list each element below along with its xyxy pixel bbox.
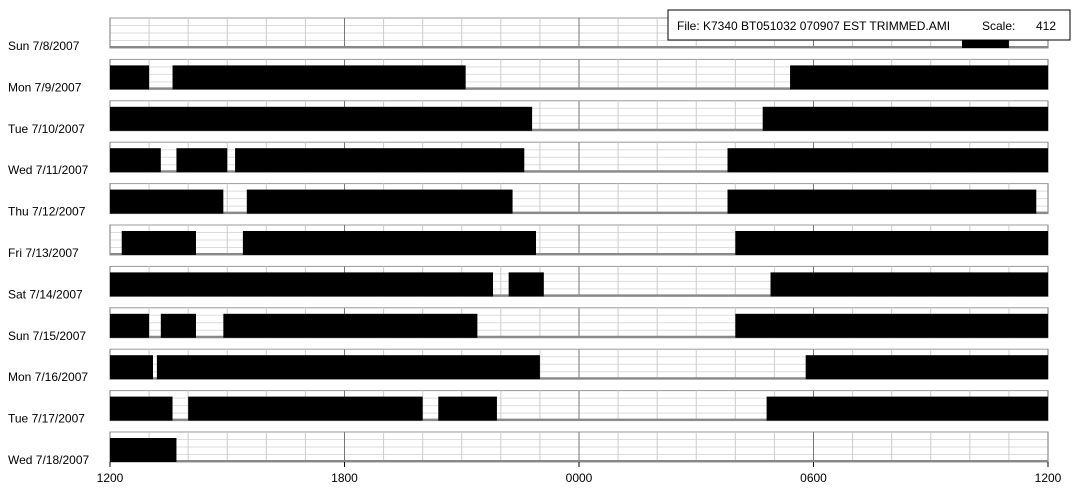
row-label: Sun 7/8/2007 xyxy=(8,39,80,53)
activity-block xyxy=(242,231,537,255)
row-label: Tue 7/10/2007 xyxy=(8,122,85,136)
activity-block xyxy=(176,148,228,173)
activity-block xyxy=(727,189,1037,214)
activity-block xyxy=(735,313,1048,338)
x-tick-label: 1800 xyxy=(331,471,358,485)
activity-block xyxy=(110,313,150,338)
activity-block xyxy=(110,106,533,131)
activity-block xyxy=(223,313,478,338)
activity-block xyxy=(727,148,1048,173)
activity-block xyxy=(188,396,423,421)
row-label: Wed 7/11/2007 xyxy=(8,163,89,177)
activity-block xyxy=(110,272,494,297)
activity-block xyxy=(235,148,525,173)
activity-block xyxy=(770,272,1048,297)
activity-block xyxy=(438,396,497,421)
activity-block xyxy=(790,65,1048,90)
row-label: Fri 7/13/2007 xyxy=(8,246,79,260)
row-label: Tue 7/17/2007 xyxy=(8,412,85,426)
row-label: Sun 7/15/2007 xyxy=(8,329,86,343)
activity-block xyxy=(246,189,513,214)
activity-block xyxy=(156,355,540,380)
scale-label: Scale: xyxy=(982,19,1015,33)
activity-block xyxy=(172,65,466,90)
x-tick-label: 1200 xyxy=(97,471,124,485)
activity-block xyxy=(766,396,1048,421)
activity-block xyxy=(110,438,177,462)
activity-block xyxy=(110,396,173,421)
row-label: Sat 7/14/2007 xyxy=(8,287,83,301)
activity-block xyxy=(508,272,544,297)
file-label: File: K7340 BT051032 070907 EST TRIMMED.… xyxy=(677,19,950,33)
row-label: Mon 7/9/2007 xyxy=(8,80,82,94)
activity-block xyxy=(735,231,1048,255)
file-box xyxy=(667,9,1071,41)
activity-block xyxy=(121,231,196,255)
row-label: Mon 7/16/2007 xyxy=(8,370,88,384)
activity-block xyxy=(110,148,161,173)
activity-block xyxy=(805,355,1048,380)
row-label: Thu 7/12/2007 xyxy=(8,205,86,219)
x-tick-label: 0600 xyxy=(800,471,827,485)
x-tick-label: 0000 xyxy=(566,471,593,485)
x-tick-label: 1200 xyxy=(1035,471,1062,485)
activity-block xyxy=(160,313,196,338)
activity-block xyxy=(762,106,1048,131)
activity-block xyxy=(110,189,224,214)
activity-block xyxy=(110,355,153,380)
activity-block xyxy=(110,65,150,90)
scale-value: 412 xyxy=(1036,19,1056,33)
row-label: Wed 7/18/2007 xyxy=(8,453,90,467)
